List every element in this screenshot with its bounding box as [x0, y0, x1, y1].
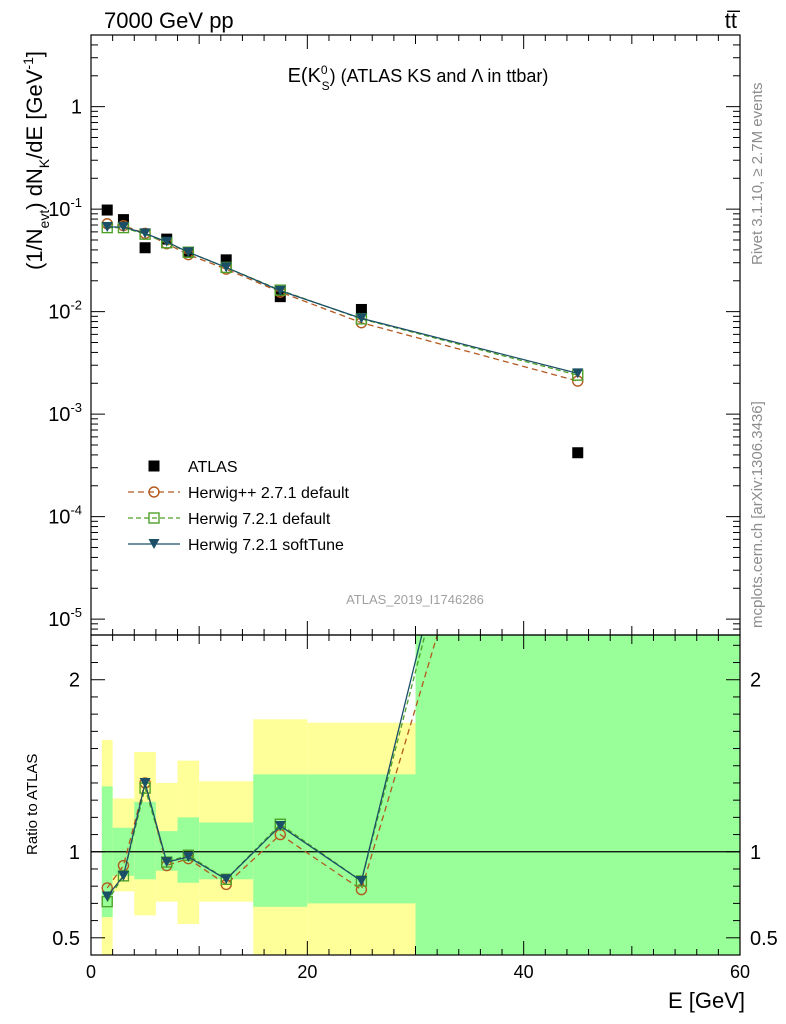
axis-ticks	[90, 34, 741, 956]
main-point-3-5	[220, 262, 232, 273]
y-tick-exp-1: -1	[70, 195, 82, 210]
legend-label-2: Herwig 7.2.1 default	[188, 511, 331, 528]
y-tick-exp-4: -4	[70, 503, 82, 518]
ratio-y-label-r-2: 2	[750, 670, 761, 692]
main-point-0-2	[139, 242, 151, 254]
title-sup: 0	[321, 63, 328, 77]
legend-marker-0	[148, 460, 160, 472]
main-point-3-6	[274, 285, 286, 296]
legend-label-1: Herwig++ 2.7.1 default	[188, 485, 350, 502]
ratio-point-2-7	[355, 876, 367, 887]
y-tick-base-3: 10	[48, 404, 70, 426]
ylab-6: ]	[22, 51, 47, 57]
legend-label-0: ATLAS	[188, 459, 238, 476]
x-tick-label-1: 20	[297, 962, 317, 982]
ratio-series-group	[101, 635, 438, 908]
y-tick-base-4: 10	[48, 507, 70, 529]
y-tick-label-4: 10-4	[48, 503, 82, 529]
y-tick-base-1: 10	[48, 199, 70, 221]
x-tick-label-2: 40	[514, 962, 534, 982]
main-point-0-0	[101, 204, 113, 216]
main-point-0-8	[572, 447, 584, 459]
ylab-sub-evt: evt	[36, 210, 52, 229]
ratio-y-axis-label: Ratio to ATLAS	[24, 754, 41, 855]
ratio-y-label-l-1: 1	[69, 842, 80, 864]
header-left: 7000 GeV pp	[104, 8, 234, 33]
main-series-group	[101, 204, 584, 459]
title-rest: ) (ATLAS KS and Λ in ttbar)	[330, 66, 549, 86]
main-y-axis-label: (1/Nevt) dNK/dE [GeV-1]	[20, 51, 52, 270]
ratio-y-label-l-2: 2	[69, 670, 80, 692]
main-point-3-1	[117, 221, 129, 232]
ylab-sub-k: K	[36, 158, 52, 168]
ratio-point-2-1	[117, 870, 129, 881]
y-tick-label-0: 1	[71, 97, 82, 119]
ratio-point-2-2	[139, 777, 151, 788]
band-green-5	[199, 822, 254, 880]
main-line-1	[107, 223, 578, 382]
y-tick-base-2: 10	[48, 302, 70, 324]
header-right: tt̅	[725, 8, 741, 33]
x-tick-label-0: 0	[86, 962, 96, 982]
ratio-y-label-r-1: 1	[750, 842, 761, 864]
chart-title: E(K0 S) (ATLAS KS and Λ in ttbar)	[288, 63, 549, 93]
main-point-3-8	[572, 368, 584, 379]
axis-labels: 0 20 40 60E [GeV]110-110-210-310-410-50.5 0.…	[20, 51, 778, 1013]
legend-marker-3	[148, 539, 160, 549]
ylab-4: /dE [GeV	[22, 69, 47, 159]
ratio-point-2-4	[182, 851, 194, 862]
ratio-point-2-0	[101, 891, 113, 902]
title-main: E(K	[288, 65, 322, 87]
y-tick-exp-3: -3	[70, 400, 82, 415]
ylab-0: (1/N	[22, 228, 47, 270]
y-tick-label-5: 10-5	[48, 605, 82, 631]
main-point-3-7	[355, 313, 367, 324]
main-point-0-5	[220, 254, 232, 266]
ratio-point-2-5	[220, 874, 232, 885]
title-sub: S	[322, 79, 330, 93]
ratio-y-label-l-0: 0.5	[52, 928, 80, 950]
y-tick-label-2: 10-2	[48, 298, 82, 324]
ylab-2: ) dN	[22, 168, 47, 210]
ylab-sup: -1	[20, 57, 36, 70]
ratio-y-label-r-0: 0.5	[750, 928, 778, 950]
y-tick-base-5: 10	[48, 609, 70, 631]
watermark: ATLAS_2019_I1746286	[346, 592, 484, 607]
ratio-point-2-3	[161, 857, 173, 868]
y-tick-exp-5: -5	[70, 605, 82, 620]
x-tick-label-3: 60	[730, 962, 750, 982]
main-point-3-4	[182, 247, 194, 258]
ratio-point-2-6	[274, 820, 286, 831]
legend-label-3: Herwig 7.2.1 softTune	[188, 537, 344, 554]
rivet-label: Rivet 3.1.10, ≥ 2.7M events	[749, 83, 766, 266]
main-point-0-7	[355, 303, 367, 315]
main-point-3-0	[101, 221, 113, 232]
band-green-2	[134, 801, 156, 880]
legend-marker-2	[148, 512, 160, 524]
legend: ATLAS Herwig++ 2.7.1 default Herwig 7.2.1 …	[128, 459, 350, 554]
mcplots-label: mcplots.cern.ch [arXiv:1306.3436]	[749, 401, 766, 628]
band-green-8	[415, 635, 740, 955]
legend-marker-1	[148, 486, 160, 498]
y-tick-label-3: 10-3	[48, 400, 82, 426]
main-point-3-2	[139, 228, 151, 239]
band-green-6	[253, 774, 308, 907]
x-axis-label: E [GeV]	[668, 988, 745, 1013]
main-point-0-1	[117, 214, 129, 226]
y-tick-exp-2: -2	[70, 298, 82, 313]
y-tick-label-1: 10-1	[48, 195, 82, 221]
main-point-3-3	[161, 236, 173, 247]
ratio-uncertainty-bands	[91, 635, 740, 955]
